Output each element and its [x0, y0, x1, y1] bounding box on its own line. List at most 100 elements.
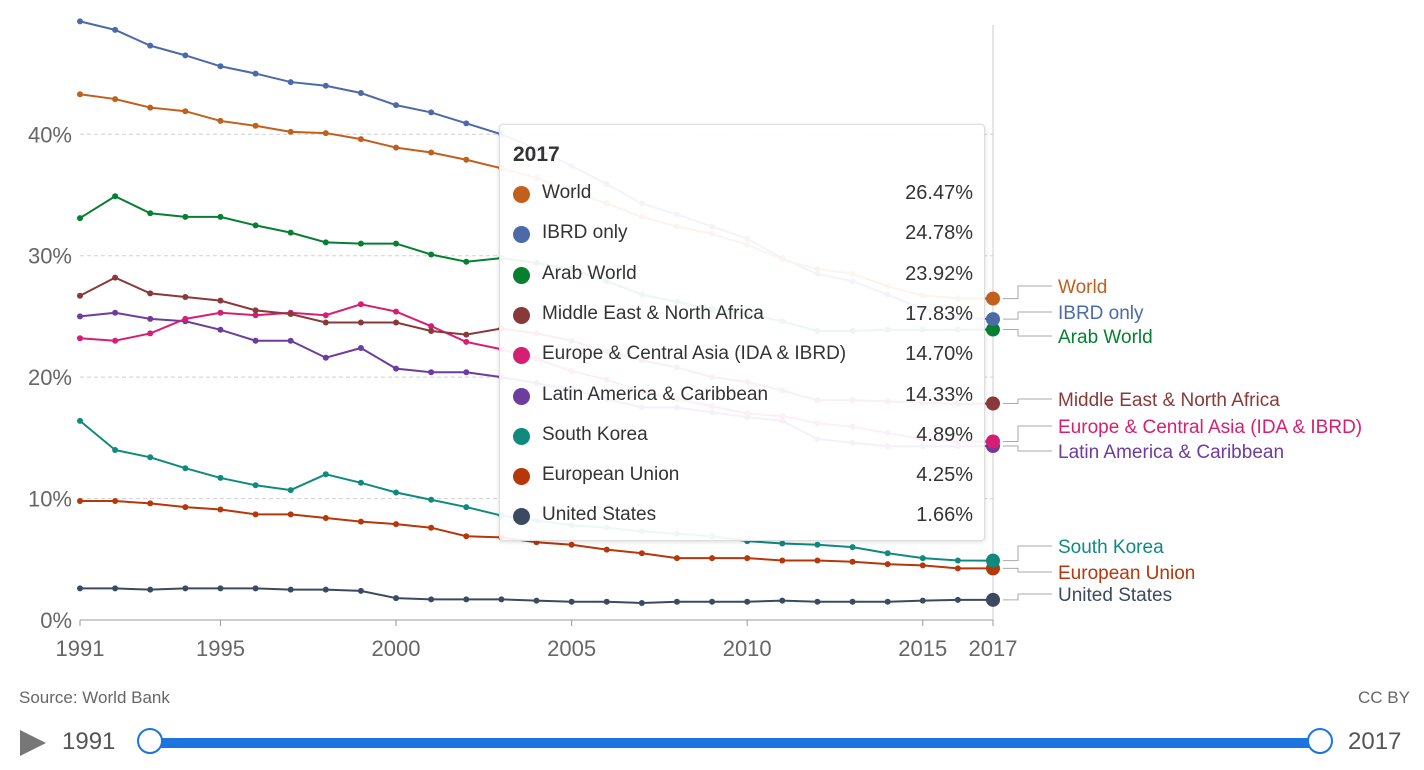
series-united-states[interactable]	[77, 585, 1000, 607]
data-point[interactable]	[147, 42, 154, 49]
data-point[interactable]	[182, 315, 189, 322]
data-point[interactable]	[287, 311, 294, 317]
series-european-union[interactable]	[77, 498, 1000, 576]
data-point[interactable]	[217, 474, 224, 481]
data-point[interactable]	[849, 544, 856, 551]
data-point[interactable]	[182, 465, 189, 472]
data-point[interactable]	[217, 117, 224, 124]
data-point[interactable]	[393, 595, 400, 602]
data-point[interactable]	[112, 274, 119, 281]
data-point[interactable]	[147, 315, 154, 322]
data-point[interactable]	[463, 533, 470, 540]
data-point[interactable]	[112, 337, 119, 344]
data-point[interactable]	[252, 312, 259, 319]
data-point[interactable]	[498, 596, 505, 603]
timeline-end-handle[interactable]	[1307, 728, 1333, 754]
data-point[interactable]	[393, 102, 400, 109]
data-point[interactable]	[252, 482, 259, 489]
data-point[interactable]	[919, 597, 926, 604]
series-end-point[interactable]	[986, 553, 1000, 568]
data-point[interactable]	[287, 586, 294, 593]
data-point[interactable]	[322, 319, 329, 326]
data-point[interactable]	[814, 541, 821, 548]
data-point[interactable]	[357, 479, 364, 486]
data-point[interactable]	[568, 598, 575, 605]
data-point[interactable]	[779, 557, 786, 564]
data-point[interactable]	[428, 109, 435, 116]
data-point[interactable]	[463, 369, 470, 376]
data-point[interactable]	[393, 308, 400, 315]
data-point[interactable]	[884, 561, 891, 568]
data-point[interactable]	[357, 319, 364, 326]
data-point[interactable]	[322, 130, 329, 137]
data-point[interactable]	[568, 541, 575, 548]
data-point[interactable]	[77, 335, 83, 342]
data-point[interactable]	[357, 587, 364, 594]
data-point[interactable]	[463, 331, 470, 338]
data-point[interactable]	[77, 292, 83, 299]
data-point[interactable]	[147, 210, 154, 217]
play-icon[interactable]	[20, 730, 46, 756]
data-point[interactable]	[779, 540, 786, 547]
data-point[interactable]	[814, 557, 821, 564]
data-point[interactable]	[849, 558, 856, 565]
data-point[interactable]	[287, 487, 294, 494]
data-point[interactable]	[954, 596, 961, 603]
data-point[interactable]	[744, 555, 751, 562]
data-point[interactable]	[357, 90, 364, 96]
data-point[interactable]	[954, 557, 961, 564]
data-point[interactable]	[357, 240, 364, 247]
data-point[interactable]	[533, 597, 540, 604]
data-point[interactable]	[252, 307, 259, 314]
series-end-point[interactable]	[986, 312, 1000, 327]
data-point[interactable]	[112, 96, 119, 103]
data-point[interactable]	[147, 330, 154, 337]
series-end-point[interactable]	[986, 434, 1000, 449]
timeline-track[interactable]	[150, 738, 1320, 748]
data-point[interactable]	[463, 120, 470, 127]
series-end-point[interactable]	[986, 322, 1000, 337]
data-point[interactable]	[428, 149, 435, 156]
data-point[interactable]	[217, 63, 224, 70]
data-point[interactable]	[428, 251, 435, 258]
data-point[interactable]	[252, 122, 259, 129]
data-point[interactable]	[217, 326, 224, 333]
data-point[interactable]	[217, 585, 224, 592]
data-point[interactable]	[217, 309, 224, 316]
data-point[interactable]	[779, 597, 786, 604]
data-point[interactable]	[182, 294, 189, 300]
data-point[interactable]	[77, 313, 83, 320]
data-point[interactable]	[287, 79, 294, 86]
data-point[interactable]	[182, 108, 189, 115]
data-point[interactable]	[147, 104, 154, 111]
data-point[interactable]	[393, 365, 400, 372]
data-point[interactable]	[252, 337, 259, 344]
data-point[interactable]	[638, 550, 645, 557]
data-point[interactable]	[428, 524, 435, 531]
data-point[interactable]	[217, 213, 224, 220]
timeline-start-handle[interactable]	[137, 728, 163, 754]
data-point[interactable]	[428, 328, 435, 334]
data-point[interactable]	[463, 156, 470, 163]
data-point[interactable]	[77, 585, 83, 592]
data-point[interactable]	[147, 586, 154, 593]
series-end-point[interactable]	[986, 592, 1000, 607]
data-point[interactable]	[112, 447, 119, 453]
data-point[interactable]	[77, 498, 83, 504]
data-point[interactable]	[603, 598, 610, 605]
data-point[interactable]	[884, 550, 891, 557]
data-point[interactable]	[463, 504, 470, 511]
series-end-label[interactable]: Arab World	[1058, 327, 1153, 348]
data-point[interactable]	[849, 598, 856, 605]
series-end-label[interactable]: European Union	[1058, 563, 1195, 584]
data-point[interactable]	[884, 598, 891, 605]
data-point[interactable]	[112, 193, 119, 200]
data-point[interactable]	[287, 511, 294, 518]
data-point[interactable]	[252, 585, 259, 592]
data-point[interactable]	[287, 337, 294, 344]
series-end-point[interactable]	[986, 396, 1000, 411]
data-point[interactable]	[77, 417, 83, 424]
data-point[interactable]	[252, 70, 259, 77]
data-point[interactable]	[322, 515, 329, 521]
data-point[interactable]	[112, 585, 119, 592]
